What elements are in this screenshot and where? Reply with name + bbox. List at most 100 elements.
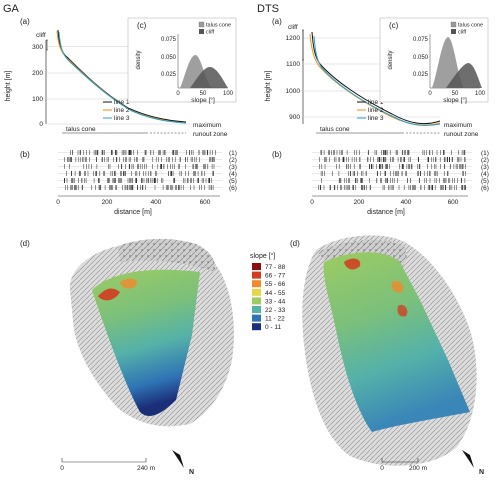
slope-class-label: 44 - 55 [265,290,286,297]
ytick-dts-1: 1000 [286,88,301,95]
xtick-ga-1: 200 [102,199,113,206]
xtick-dts-1: 200 [354,199,365,206]
slope-class-swatch [252,288,261,296]
panel-label-d-ga: (d) [20,239,30,248]
annotation-runout-ga: runout zone [193,131,228,138]
legend-line-1-dts: line 1 [368,99,384,106]
steep-area-dts [344,258,361,270]
xtick-dts-2: 400 [401,199,412,206]
legend-lines-ga: line 1 line 2 line 3 [103,99,130,122]
annotation-cliff-dts: cliff [288,24,298,31]
slope-class-swatch [252,297,261,305]
slope-class-swatch [252,263,261,270]
density-cliff-dts [446,63,482,88]
ytick-ga-1: 100 [32,96,43,103]
inset-ytick-dts-0: 0.025 [413,72,429,78]
inset-xtick-dts-2: 100 [475,91,486,97]
xtick-dts-3: 600 [448,199,459,206]
legend-cliff-ga: cliff [206,30,215,36]
profile-panel-ga: (a) height [m] 0 100 200 300 cliff line … [5,17,228,138]
annotation-talus-ga: talus cone [66,126,96,133]
slope-class-label: 22 - 33 [265,307,286,314]
slope-map-ga [92,269,200,416]
scalebar-end-ga: 240 m [137,465,155,472]
panel-label-a-ga: (a) [20,17,30,26]
slope-class-swatch [252,280,261,288]
ytick-dts-3: 1200 [286,35,301,42]
slope-class-label: 55 - 66 [265,281,286,288]
site-title-ga: GA [3,3,20,15]
legend-line-3-dts: line 3 [368,115,384,122]
rug-panel-dts: (b) 0 200 400 600 distance [m] (1) (2) (… [272,150,489,216]
xtick-ga-0: 0 [56,199,60,206]
steep-area-ga [98,288,120,301]
inset-xtick-dts-0: 0 [428,91,432,97]
steep-area-dts-3 [397,304,408,317]
map-panel-ga: (d) 0 240 m N [20,238,234,476]
rug-panel-ga: (b) 0 200 400 600 distance [m] (1) (2) (… [20,150,237,216]
scalebar-start-dts: 0 [380,465,384,472]
slope-class-swatch [252,306,261,313]
slope-legend-title: slope [°] [250,252,275,260]
inset-xlabel-ga: slope [°] [191,96,215,104]
ytick-dts-2: 1100 [286,61,300,68]
ylabel-ga: height [m] [5,71,12,102]
rug-label-dts-4: (4) [481,171,489,178]
annotation-talus-dts: talus cone [320,126,350,133]
inset-ytick-ga-1: 0.050 [161,55,177,61]
rug-label-dts-2: (2) [481,157,489,164]
scalebar-end-dts: 200 m [409,465,427,472]
xtick-ga-3: 600 [200,199,211,206]
slope-class-label: 66 - 77 [265,273,286,280]
legend-cliff-dts: cliff [458,30,467,36]
rug-rows-ga [58,150,222,190]
inset-ylabel-ga: density [136,50,142,69]
legend-lines-dts: line 1 line 2 line 3 [357,99,384,122]
slope-map-dts [323,252,470,432]
inset-ytick-ga-2: 0.075 [161,37,177,43]
inset-xtick-ga-2: 100 [223,91,234,97]
profile-panel-dts: (a) height [m] 900 1000 1100 1200 cliff … [265,17,479,138]
slope-class-swatch [252,271,261,279]
rug-label-ga-2: (2) [229,157,237,164]
inset-xlabel-dts: slope [°] [443,96,467,104]
profile-line-1-dts [311,31,441,125]
north-arrow-icon-dts [462,450,474,468]
cliff-range-bar-ga [46,39,48,51]
slope-class-swatch [252,314,261,322]
rug-label-ga-6: (6) [229,185,237,192]
rug-label-ga-3: (3) [229,164,237,171]
slope-class-label: 33 - 44 [265,298,286,305]
legend-line-2-ga: line 2 [114,107,130,114]
density-inset-dts: (c) density 0.025 0.050 0.075 0 50 100 s… [379,17,489,104]
annotation-cliff-ga: cliff [36,32,46,39]
xlabel-dts: distance [m] [367,209,405,216]
rug-label-dts-5: (5) [481,178,489,185]
inset-ytick-ga-0: 0.025 [161,72,177,78]
rug-label-dts-3: (3) [481,164,489,171]
legend-line-2-dts: line 2 [368,107,384,114]
north-arrow-icon-ga [172,450,184,468]
cliff-range-bar-dts [302,29,304,61]
xtick-dts-0: 0 [310,199,314,206]
legend-talus-ga: talus cone [206,23,231,29]
slope-class-label: 77 - 88 [265,264,286,271]
panel-label-b-ga: (b) [20,150,30,159]
north-label-ga: N [189,469,194,476]
panel-label-d-dts: (d) [290,239,300,248]
inset-xtick-dts-1: 50 [452,91,459,97]
inset-ytick-dts-2: 0.075 [413,37,429,43]
ytick-ga-3: 300 [32,44,43,51]
site-dts: DTS (a) height [m] 900 1000 1100 1200 cl… [257,3,489,476]
cliff-hillshade-ga [118,238,216,272]
density-cliff-ga [190,66,228,88]
ylabel-dts: height [m] [265,71,272,102]
rug-rows-dts [312,150,472,190]
rug-label-dts-1: (1) [481,150,489,157]
profile-line-3-dts [313,35,441,126]
rug-label-dts-6: (6) [481,185,489,192]
scalebar-start-ga: 0 [60,465,64,472]
rug-label-ga-1: (1) [229,150,237,157]
steep-area-dts-2 [391,280,404,293]
